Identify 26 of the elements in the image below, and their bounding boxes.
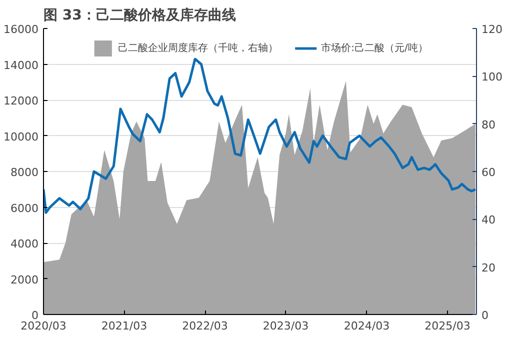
y2-tick-label: 20	[482, 261, 496, 274]
y-tick-label: 2000	[10, 273, 39, 286]
y2-tick-label: 40	[482, 214, 496, 227]
chart-title: 图 33：己二酸价格及库存曲线	[44, 6, 236, 24]
y2-tick-label: 100	[482, 70, 502, 84]
y-tick-label: 16000	[4, 23, 39, 36]
line-series	[44, 58, 476, 214]
y-tick-label: 12000	[4, 94, 39, 108]
y-tick-label: 14000	[4, 58, 39, 72]
legend-label: 市场价:己二酸（元/吨）	[321, 42, 428, 55]
y2-tick-label: 60	[482, 166, 496, 179]
y2-tick-label: 120	[482, 23, 502, 36]
y-tick-label: 6000	[10, 202, 39, 215]
y-tick-label: 8000	[10, 166, 39, 179]
y2-tick-label: 80	[482, 118, 496, 132]
x-tick-label: 2023/03	[262, 320, 309, 332]
y-tick-label: 0	[32, 309, 38, 322]
y-tick-label: 4000	[10, 238, 39, 250]
x-tick-label: 2021/03	[101, 320, 148, 332]
x-tick-label: 2022/03	[182, 320, 228, 332]
y-tick-label: 10000	[4, 130, 39, 144]
x-tick-label: 2020/03	[20, 320, 66, 332]
y2-tick-label: 0	[482, 309, 488, 322]
x-tick-label: 2024/03	[344, 320, 390, 332]
legend-label: 己二酸企业周度库存（千吨，右轴）	[118, 42, 278, 55]
x-tick-label: 2025/03	[424, 320, 470, 332]
